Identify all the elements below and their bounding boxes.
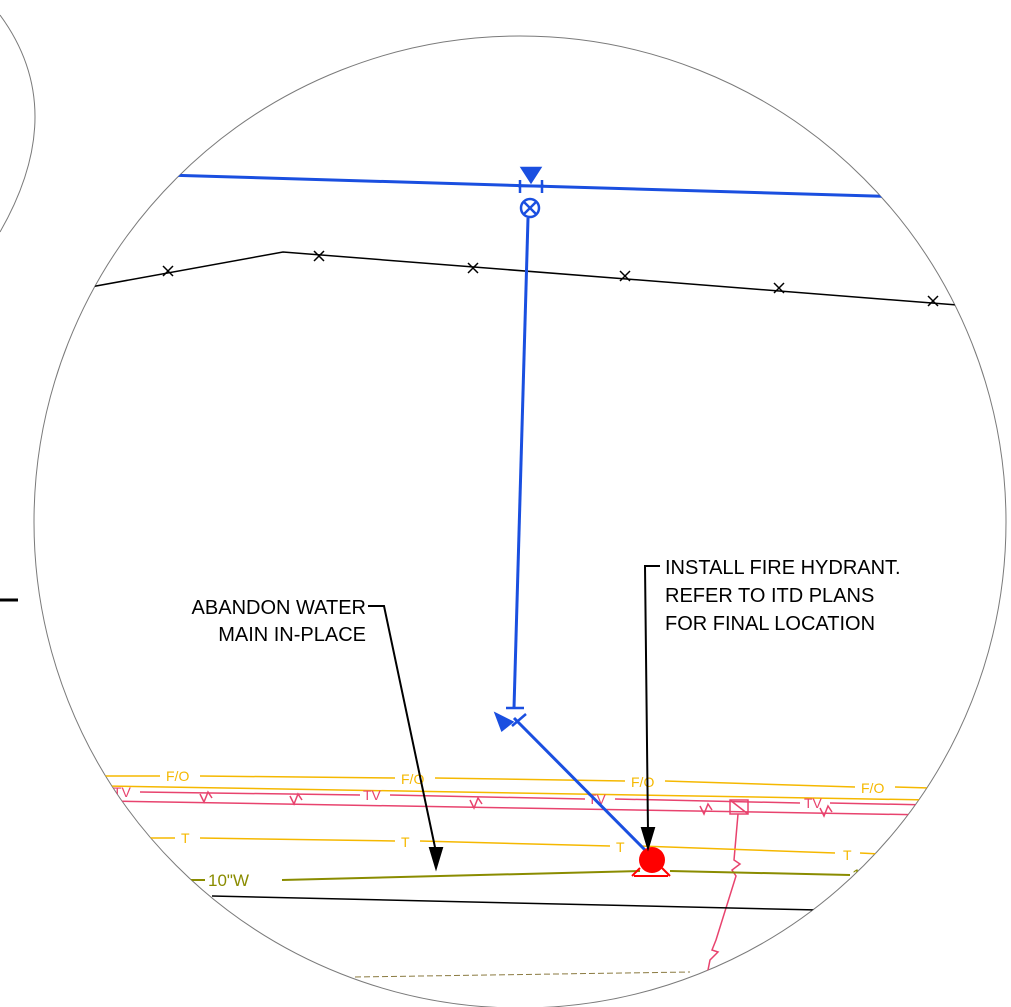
telephone-label-4: T (843, 847, 852, 863)
telephone-label-3: T (616, 839, 625, 855)
telephone-label-1: T (181, 830, 190, 846)
fitting-icon (493, 706, 527, 733)
hydrant-lateral (512, 217, 652, 857)
water-main-label-partial: 1 (852, 866, 861, 885)
detail-circle (33, 35, 1007, 1007)
abandon-note-line1: ABANDON WATER (192, 597, 366, 619)
telephone-line (135, 837, 881, 855)
abandon-leader (368, 605, 444, 872)
tv-label-4: TV (804, 795, 823, 811)
hydrant-note-line3: FOR FINAL LOCATION (665, 613, 875, 635)
fence-x-marks (162, 250, 939, 307)
dashed-line (354, 971, 691, 978)
hydrant-note-line1: INSTALL FIRE HYDRANT. (665, 557, 901, 579)
hydrant-leader (640, 565, 660, 852)
telephone-label-2: T (401, 834, 410, 850)
tv-service-drop (705, 799, 749, 981)
fiber-label-4: F/O (861, 780, 884, 796)
fiber-label-3: F/O (631, 774, 654, 790)
fiber-optic-line (100, 775, 931, 801)
tv-label-2: TV (363, 787, 382, 803)
fire-hydrant-icon (631, 847, 671, 877)
fiber-label-1: F/O (166, 768, 189, 784)
fiber-label-2: F/O (401, 771, 424, 787)
hydrant-note-line2: REFER TO ITD PLANS (665, 585, 874, 607)
water-main-label: 10"W (208, 871, 249, 890)
tv-label-3: TV (588, 791, 607, 807)
adjacent-detail-circle (0, 14, 36, 233)
gate-valve-icon (518, 166, 544, 219)
fence-line (84, 251, 971, 307)
existing-water-main (185, 870, 851, 881)
abandon-note-line2: MAIN IN-PLACE (218, 624, 366, 646)
edge-line (211, 895, 819, 911)
